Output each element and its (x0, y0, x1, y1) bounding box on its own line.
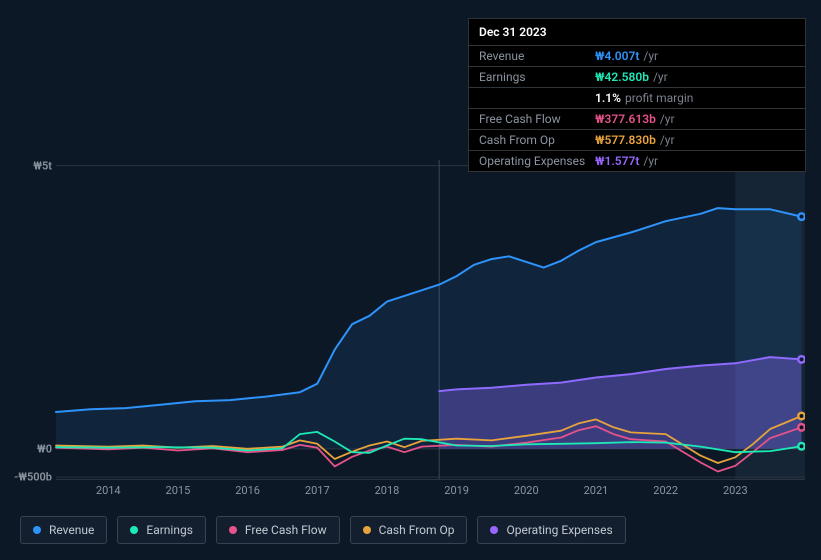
chart-legend: Revenue Earnings Free Cash Flow Cash From O… (20, 516, 626, 544)
tooltip-label: Operating Expenses (479, 154, 595, 168)
legend-dot-icon (229, 526, 237, 534)
finance-chart[interactable]: ₩5t₩0-₩500b (16, 160, 805, 480)
x-axis-label: 2014 (96, 484, 121, 497)
legend-item-free-cash-flow[interactable]: Free Cash Flow (216, 516, 340, 544)
legend-label: Free Cash Flow (245, 523, 327, 537)
x-axis-label: 2019 (444, 484, 469, 497)
legend-item-cash-from-op[interactable]: Cash From Op (350, 516, 468, 544)
legend-dot-icon (490, 526, 498, 534)
legend-label: Revenue (49, 523, 94, 537)
tooltip-row: 1.1%profit margin (469, 88, 805, 109)
tooltip-value: ₩1.577t/yr (595, 154, 658, 168)
chart-tooltip: Dec 31 2023 Revenue₩4.007t/yrEarnings₩42… (468, 18, 806, 172)
x-axis-label: 2018 (375, 484, 400, 497)
y-axis-label: ₩0 (37, 442, 52, 455)
x-axis-label: 2016 (235, 484, 260, 497)
legend-item-earnings[interactable]: Earnings (117, 516, 206, 544)
tooltip-label (479, 91, 595, 105)
legend-item-operating-expenses[interactable]: Operating Expenses (477, 516, 625, 544)
x-axis-label: 2023 (723, 484, 748, 497)
tooltip-row: Revenue₩4.007t/yr (469, 46, 805, 67)
legend-dot-icon (130, 526, 138, 534)
tooltip-value: ₩577.830b/yr (595, 133, 675, 147)
tooltip-label: Revenue (479, 49, 595, 63)
tooltip-row: Earnings₩42.580b/yr (469, 67, 805, 88)
tooltip-value: 1.1%profit margin (595, 91, 693, 105)
legend-label: Earnings (146, 523, 193, 537)
legend-dot-icon (363, 526, 371, 534)
y-axis-label: -₩500b (14, 471, 52, 484)
x-axis-label: 2017 (305, 484, 330, 497)
y-axis-label: ₩5t (33, 159, 52, 172)
tooltip-row: Free Cash Flow₩377.613b/yr (469, 109, 805, 130)
tooltip-row: Operating Expenses₩1.577t/yr (469, 151, 805, 171)
legend-dot-icon (33, 526, 41, 534)
x-axis-label: 2020 (514, 484, 539, 497)
x-axis-label: 2015 (166, 484, 191, 497)
tooltip-label: Cash From Op (479, 133, 595, 147)
tooltip-row: Cash From Op₩577.830b/yr (469, 130, 805, 151)
tooltip-date: Dec 31 2023 (469, 19, 805, 46)
legend-label: Cash From Op (379, 523, 455, 537)
x-axis-labels: 2014 2015 2016 2017 2018 2019 2020 2021 2022 2023 (16, 484, 805, 500)
x-axis-label: 2021 (584, 484, 609, 497)
x-axis-label: 2022 (653, 484, 678, 497)
legend-label: Operating Expenses (506, 523, 612, 537)
legend-item-revenue[interactable]: Revenue (20, 516, 107, 544)
tooltip-label: Free Cash Flow (479, 112, 595, 126)
tooltip-value: ₩42.580b/yr (595, 70, 668, 84)
tooltip-value: ₩377.613b/yr (595, 112, 675, 126)
tooltip-value: ₩4.007t/yr (595, 49, 658, 63)
tooltip-label: Earnings (479, 70, 595, 84)
